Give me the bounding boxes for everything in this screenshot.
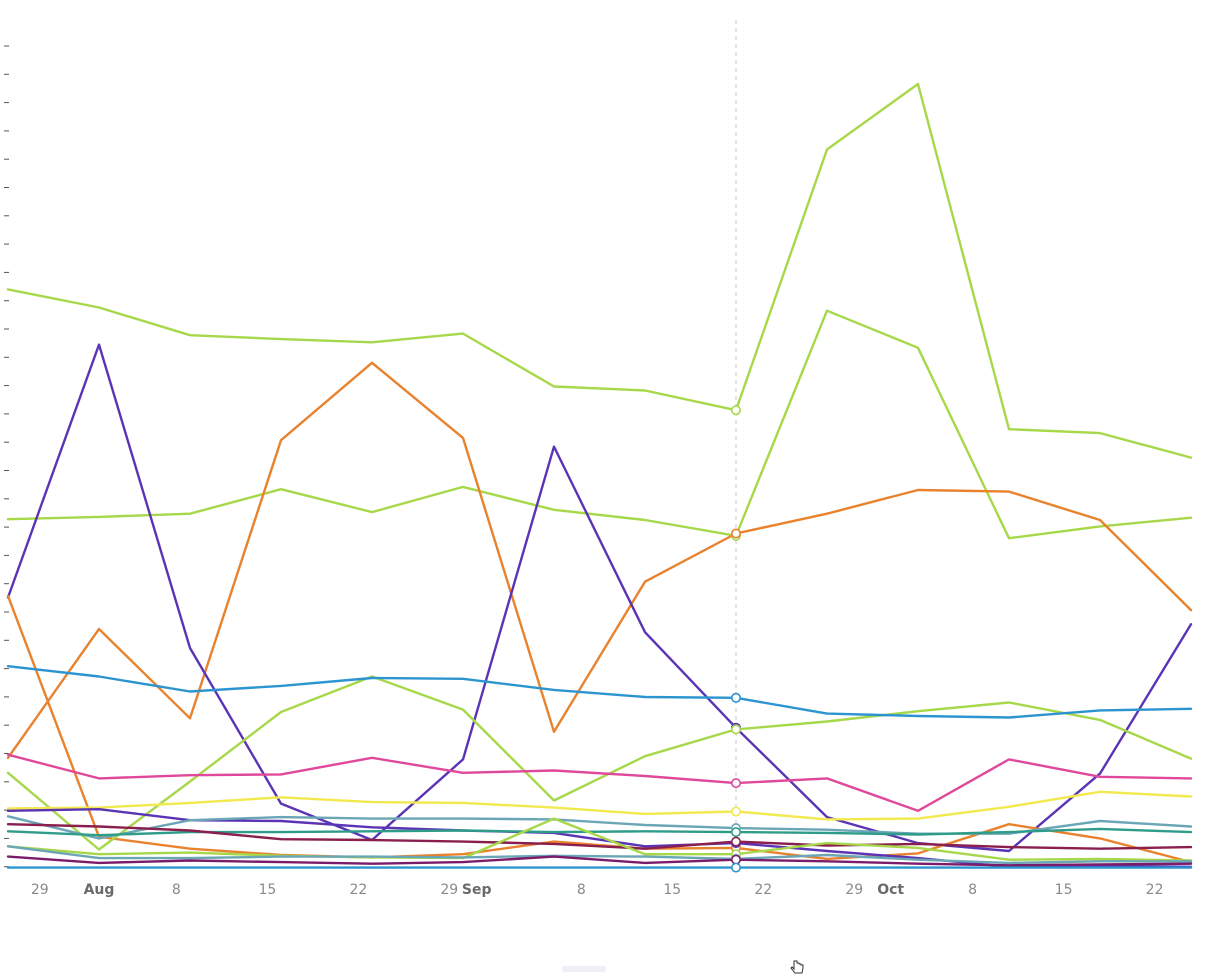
x-tick-label: 22 bbox=[1146, 882, 1164, 898]
x-tick-label: Aug bbox=[84, 882, 115, 898]
hover-point-series-8 bbox=[730, 778, 741, 789]
x-tick-label: 8 bbox=[577, 882, 586, 898]
series-line-13[interactable] bbox=[6, 823, 1193, 850]
series-line-3[interactable] bbox=[6, 361, 1193, 759]
x-tick-label: 8 bbox=[968, 882, 977, 898]
x-tick-label: 22 bbox=[754, 882, 772, 898]
range-slider-handle[interactable] bbox=[562, 966, 606, 972]
series-line-14[interactable] bbox=[6, 817, 1193, 862]
series-line-6[interactable] bbox=[6, 675, 1193, 851]
x-tick-label: 22 bbox=[349, 882, 367, 898]
hover-point-series-3 bbox=[730, 528, 741, 539]
x-tick-label: 15 bbox=[663, 882, 681, 898]
y-axis-ticks bbox=[4, 45, 9, 868]
series-line-16[interactable] bbox=[6, 855, 1193, 867]
x-tick-label: 29 bbox=[31, 882, 49, 898]
hover-markers bbox=[730, 405, 741, 873]
x-tick-label: Sep bbox=[462, 882, 492, 898]
x-tick-label: 15 bbox=[1055, 882, 1073, 898]
hand-pointer-icon bbox=[790, 960, 804, 974]
series-line-7[interactable] bbox=[6, 665, 1193, 719]
x-tick-label: 29 bbox=[845, 882, 863, 898]
series-line-9[interactable] bbox=[6, 790, 1193, 821]
x-tick-label: 15 bbox=[258, 882, 276, 898]
hover-point-series-12 bbox=[730, 827, 741, 838]
x-axis-tick-labels: 29 Aug 8 15 22 29 Sep 8 15 22 29 Oct 8 15 22 bbox=[31, 882, 1164, 898]
series-line-2[interactable] bbox=[6, 309, 1193, 540]
hover-point-series-1 bbox=[730, 405, 741, 416]
x-tick-label: 29 bbox=[440, 882, 458, 898]
hover-point-series-9 bbox=[730, 806, 741, 817]
series-line-4[interactable] bbox=[6, 343, 1193, 853]
hover-point-series-6 bbox=[730, 724, 741, 735]
x-tick-label: Oct bbox=[877, 882, 904, 898]
series-lines bbox=[6, 82, 1193, 869]
series-line-8[interactable] bbox=[6, 753, 1193, 812]
series-line-15[interactable] bbox=[6, 845, 1193, 865]
series-line-1[interactable] bbox=[6, 82, 1193, 459]
x-tick-label: 8 bbox=[172, 882, 181, 898]
hover-point-series-17 bbox=[730, 862, 741, 873]
hover-point-series-7 bbox=[730, 692, 741, 703]
hover-point-series-13 bbox=[730, 836, 741, 847]
